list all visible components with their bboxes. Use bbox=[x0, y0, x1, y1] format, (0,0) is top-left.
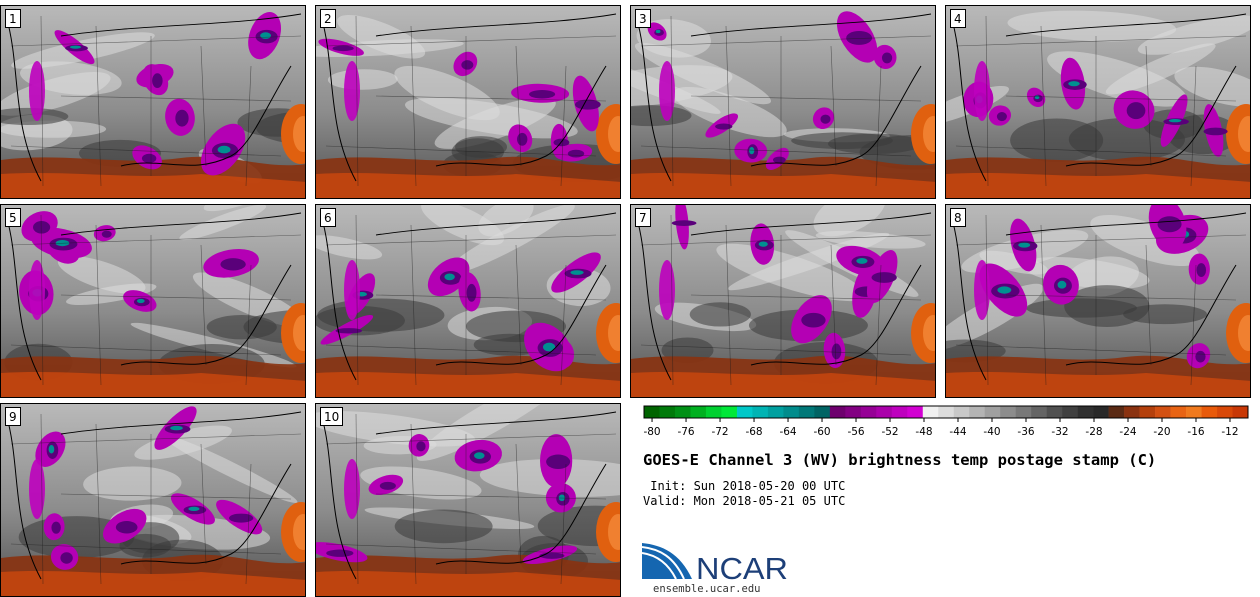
colorbar-segment bbox=[1201, 406, 1218, 418]
colorbar-segment bbox=[1217, 406, 1233, 418]
colorbar-segment bbox=[829, 406, 846, 418]
map-panel-7: 7 bbox=[630, 204, 936, 398]
colorbar-segment bbox=[798, 406, 815, 418]
colorbar-segment bbox=[1093, 406, 1109, 418]
colorbar-segment bbox=[814, 406, 831, 418]
map-panel-9: 9 bbox=[0, 403, 306, 597]
colorbar-tick-label: -44 bbox=[949, 426, 966, 438]
colorbar-tick-label: -32 bbox=[1051, 426, 1068, 438]
wv-map bbox=[316, 205, 620, 397]
panel-label: 7 bbox=[635, 208, 651, 227]
colorbar-tick-label: -60 bbox=[813, 426, 830, 438]
panel-label: 4 bbox=[950, 9, 966, 28]
colorbar-segment bbox=[644, 406, 660, 418]
colorbar-segment bbox=[1015, 406, 1032, 418]
colorbar-segment bbox=[1186, 406, 1202, 418]
wv-map bbox=[946, 205, 1250, 397]
panel-label: 2 bbox=[320, 9, 336, 28]
wv-map bbox=[1, 6, 305, 198]
colorbar-tick-label: -20 bbox=[1153, 426, 1170, 438]
colorbar-tick-label: -24 bbox=[1119, 426, 1136, 438]
panel-label: 6 bbox=[320, 208, 336, 227]
colorbar-tick-label: -16 bbox=[1187, 426, 1204, 438]
panel-label: 8 bbox=[950, 208, 966, 227]
colorbar-segment bbox=[953, 406, 970, 418]
panel-label: 9 bbox=[5, 407, 21, 426]
colorbar-segment bbox=[674, 406, 691, 418]
colorbar-tick-label: -36 bbox=[1017, 426, 1034, 438]
colorbar-segment bbox=[1170, 406, 1187, 418]
colorbar-segment bbox=[891, 406, 908, 418]
colorbar-segment bbox=[1124, 406, 1140, 418]
colorbar-segment bbox=[876, 406, 893, 418]
map-panel-8: 8 bbox=[945, 204, 1251, 398]
panel-label: 10 bbox=[320, 407, 344, 426]
site-url: ensemble.ucar.edu bbox=[653, 583, 761, 595]
colorbar-segment bbox=[1155, 406, 1171, 418]
map-panel-10: 10 bbox=[315, 403, 621, 597]
colorbar-tick-label: -48 bbox=[915, 426, 932, 438]
panel-label: 1 bbox=[5, 9, 21, 28]
colorbar-segment bbox=[938, 406, 955, 418]
colorbar-tick-label: -72 bbox=[711, 426, 728, 438]
colorbar-tick-label: -28 bbox=[1085, 426, 1102, 438]
colorbar-segment bbox=[922, 406, 939, 418]
colorbar: -80 -76 -72 -68 -64 -60 -56 -52 -48 -44 -40 -36 -32 -… bbox=[643, 405, 1249, 438]
chart-title: GOES-E Channel 3 (WV) brightness temp po… bbox=[643, 451, 1157, 469]
wv-map bbox=[316, 404, 620, 596]
ncar-logo: NCAR bbox=[642, 543, 788, 583]
colorbar-tick-label: -52 bbox=[881, 426, 898, 438]
colorbar-tick-label: -12 bbox=[1221, 426, 1238, 438]
colorbar-segment bbox=[752, 406, 769, 418]
colorbar-segment bbox=[736, 406, 753, 418]
colorbar-segment bbox=[1062, 406, 1078, 418]
wv-map bbox=[631, 6, 935, 198]
colorbar-segment bbox=[705, 406, 722, 418]
colorbar-segment bbox=[907, 406, 924, 418]
colorbar-tick-label: -64 bbox=[779, 426, 796, 438]
colorbar-segment bbox=[969, 406, 986, 418]
colorbar-segment bbox=[659, 406, 676, 418]
colorbar-segment bbox=[1046, 406, 1063, 418]
colorbar-tick-label: -68 bbox=[745, 426, 762, 438]
colorbar-segment bbox=[984, 406, 1001, 418]
map-panel-5: 5 bbox=[0, 204, 306, 398]
map-panel-1: 1 bbox=[0, 5, 306, 199]
init-time: Init: Sun 2018-05-20 00 UTC bbox=[643, 479, 846, 493]
colorbar-tick-label: -76 bbox=[677, 426, 694, 438]
colorbar-tick-label: -56 bbox=[847, 426, 864, 438]
panel-label: 5 bbox=[5, 208, 21, 227]
wv-map bbox=[316, 6, 620, 198]
colorbar-segment bbox=[845, 406, 862, 418]
map-panel-4: 4 bbox=[945, 5, 1251, 199]
map-panel-2: 2 bbox=[315, 5, 621, 199]
colorbar-segment bbox=[1000, 406, 1016, 418]
wv-map bbox=[1, 205, 305, 397]
colorbar-segment bbox=[783, 406, 800, 418]
colorbar-tick-label: -40 bbox=[983, 426, 1000, 438]
colorbar-segment bbox=[767, 406, 784, 418]
ncar-logo-text: NCAR bbox=[696, 551, 788, 583]
map-panel-3: 3 bbox=[630, 5, 936, 199]
colorbar-segment bbox=[1031, 406, 1047, 418]
colorbar-segment bbox=[1139, 406, 1156, 418]
colorbar-segment bbox=[1077, 406, 1094, 418]
colorbar-segment bbox=[690, 406, 707, 418]
panel-label: 3 bbox=[635, 9, 651, 28]
map-panel-6: 6 bbox=[315, 204, 621, 398]
colorbar-segment bbox=[721, 406, 738, 418]
wv-map bbox=[631, 205, 935, 397]
colorbar-tick-label: -80 bbox=[643, 426, 660, 438]
colorbar-segment bbox=[1232, 406, 1249, 418]
wv-map bbox=[946, 6, 1250, 198]
wv-map bbox=[1, 404, 305, 596]
colorbar-segment bbox=[860, 406, 877, 418]
valid-time: Valid: Mon 2018-05-21 05 UTC bbox=[643, 494, 846, 508]
colorbar-segment bbox=[1108, 406, 1125, 418]
